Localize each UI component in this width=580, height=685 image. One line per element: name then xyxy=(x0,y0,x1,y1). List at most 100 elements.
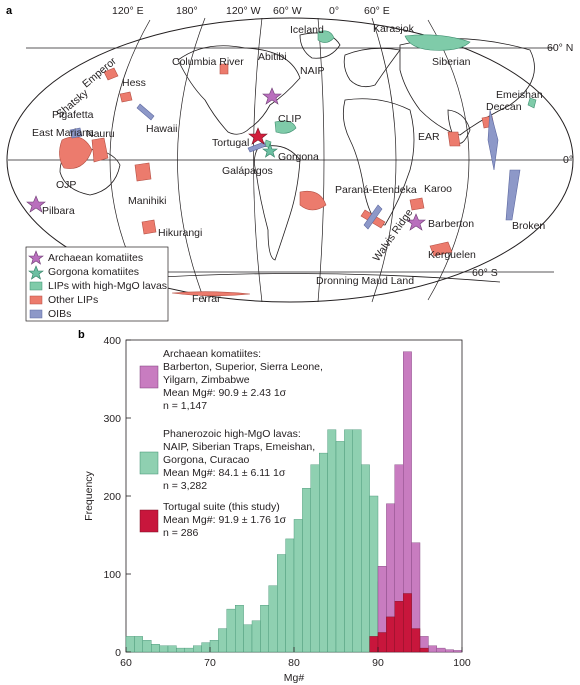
region-karoo: Karoo xyxy=(424,183,452,195)
south-america xyxy=(254,145,301,261)
legend-phanerozoic-line-5: n = 3,282 xyxy=(163,480,207,492)
legend-tortugal-line-3: n = 286 xyxy=(163,527,198,539)
region-abitibi: Abitibi xyxy=(258,51,287,63)
lon-label-120e: 120° E xyxy=(112,5,144,17)
lat-label-60n: 60° N xyxy=(547,42,573,54)
bar-series-0-bin-73 xyxy=(234,605,244,653)
region-tortugal: Tortugal xyxy=(212,137,249,149)
bar-series-0-bin-80 xyxy=(293,519,303,653)
region-gorgona: Gorgona xyxy=(278,151,319,163)
bar-series-0-bin-60 xyxy=(125,636,135,653)
bar-series-0-bin-65 xyxy=(167,645,177,653)
legend-archaean-line-3: Yilgarn, Zimbabwe xyxy=(163,374,250,386)
axis-layer: 60 70 80 90 100 0 100 200 300 400 xyxy=(103,335,470,669)
bar-series-0-bin-71 xyxy=(218,628,227,653)
legend-phanerozoic-swatch xyxy=(139,451,159,475)
legend-other-lip-label: Other LIPs xyxy=(48,294,98,306)
region-east-mariana: East Mariana xyxy=(32,127,94,139)
manihiki-region xyxy=(134,162,152,182)
bar-series-2-bin-89 xyxy=(369,636,379,653)
map-legend-box xyxy=(25,246,169,322)
bar-series-0-bin-64 xyxy=(159,645,169,653)
tortugal-star xyxy=(248,127,268,145)
legend-archaean-swatch xyxy=(139,365,159,389)
broken-region xyxy=(505,169,521,221)
y-tick-label-200: 200 xyxy=(103,491,121,503)
region-clip: CLIP xyxy=(278,113,301,125)
legend-archaean-label: Archaean komatiites xyxy=(48,252,143,264)
lon-label-0: 0° xyxy=(329,5,339,17)
x-tick-label-90: 90 xyxy=(372,657,384,669)
bar-series-0-bin-76 xyxy=(260,605,269,653)
region-dronning-maud: Dronning Maud Land xyxy=(316,275,414,287)
x-tick-label-100: 100 xyxy=(453,657,471,669)
hikurangi-region xyxy=(141,219,157,235)
europe xyxy=(343,47,401,88)
bar-series-0-bin-82 xyxy=(310,464,320,653)
bar-series-0-bin-87 xyxy=(352,429,362,653)
barberton-star xyxy=(406,213,426,231)
bar-series-0-bin-72 xyxy=(226,608,236,653)
ferrar-region xyxy=(171,291,251,297)
bar-series-0-bin-61 xyxy=(134,636,143,653)
hawaii-region xyxy=(136,103,155,121)
legend-oib-label: OIBs xyxy=(48,308,71,320)
naip-region xyxy=(317,30,335,43)
karoo-region xyxy=(409,197,425,211)
bar-series-0-bin-66 xyxy=(176,647,185,653)
bar-series-0-bin-79 xyxy=(285,538,295,653)
bar-series-2-bin-93 xyxy=(403,593,412,653)
nauru-region xyxy=(91,137,109,163)
gorgona-star xyxy=(262,143,278,158)
region-karasjok: Karasjok xyxy=(373,23,415,35)
legend-phanerozoic-line-3: Gorgona, Curacao xyxy=(163,454,250,466)
region-pigafetta: Pigafetta xyxy=(52,109,94,121)
legend-archaean-star-icon xyxy=(28,250,44,265)
y-tick-label-300: 300 xyxy=(103,413,121,425)
region-pilbara: Pilbara xyxy=(42,205,75,217)
x-tick-label-70: 70 xyxy=(204,657,216,669)
emeishan-region xyxy=(527,97,537,109)
oib-regions xyxy=(69,103,521,230)
region-columbia: Columbia River xyxy=(172,56,244,68)
legend-gorgona-star-icon xyxy=(28,265,44,280)
legend-lip-high-label: LIPs with high-MgO lavas xyxy=(48,280,167,292)
bar-series-2-bin-94 xyxy=(411,628,421,653)
bar-series-0-bin-74 xyxy=(243,624,253,653)
lon-label-60e: 60° E xyxy=(364,5,390,17)
histogram: 60 70 80 90 100 0 100 200 300 400 xyxy=(103,335,470,669)
bar-series-1-bin-97 xyxy=(436,647,446,653)
bar-series-2-bin-91 xyxy=(386,616,395,653)
region-barberton: Barberton xyxy=(428,218,474,230)
panel-a-label: a xyxy=(6,5,13,17)
region-nauru: Nauru xyxy=(86,128,115,140)
parana-region xyxy=(299,191,327,211)
y-tick-label-100: 100 xyxy=(103,569,121,581)
histogram-legend: Archaean komatiites: Barberton, Superior… xyxy=(139,348,323,539)
pilbara-star xyxy=(26,195,46,213)
lip-high-mgo-regions xyxy=(264,30,537,149)
bar-series-0-bin-63 xyxy=(150,644,160,653)
region-manihiki: Manihiki xyxy=(128,195,167,207)
columbia-river-region xyxy=(219,63,229,75)
legend-archaean-line-4: Mean Mg#: 90.9 ± 2.43 1σ xyxy=(163,387,287,399)
bar-series-2-bin-90 xyxy=(377,632,387,653)
legend-other-lip-swatch xyxy=(29,295,43,305)
region-parana: Paraná-Etendeka xyxy=(335,184,417,196)
bar-series-0-bin-68 xyxy=(192,645,202,653)
bars-layer xyxy=(125,351,463,653)
africa xyxy=(342,98,415,226)
bar-series-0-bin-81 xyxy=(302,488,311,653)
y-axis-title: Frequency xyxy=(83,470,95,520)
region-emeishan: Emeishan xyxy=(496,89,543,101)
walvis-oib xyxy=(363,204,383,230)
asia xyxy=(399,38,535,136)
bar-series-0-bin-89 xyxy=(369,495,379,653)
x-tick-label-60: 60 xyxy=(120,657,132,669)
map-legend: Archaean komatiites Gorgona komatiites L… xyxy=(25,246,169,322)
legend-oib-swatch xyxy=(29,309,43,319)
legend-archaean-line-5: n = 1,147 xyxy=(163,400,207,412)
bar-series-0-bin-78 xyxy=(277,554,286,653)
bar-series-0-bin-67 xyxy=(184,647,194,653)
shatsky-region xyxy=(103,67,119,81)
